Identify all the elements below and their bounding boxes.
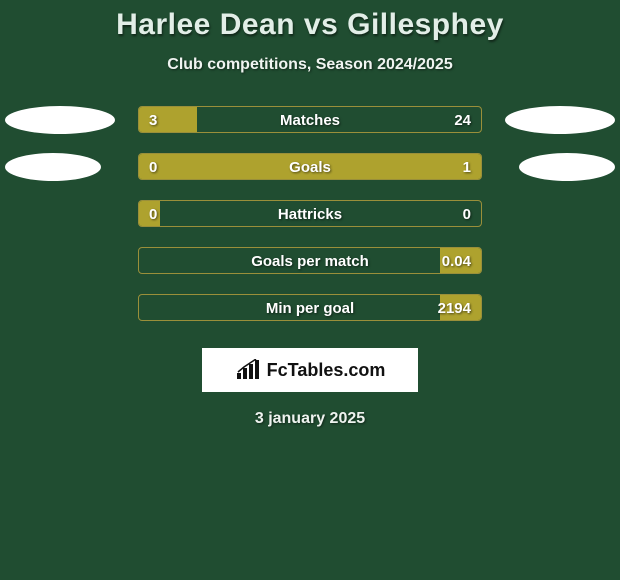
fctables-logo[interactable]: FcTables.com — [202, 348, 418, 392]
stat-left-value: 0 — [149, 154, 157, 180]
stat-right-value: 1 — [463, 154, 471, 180]
player-right-ellipse — [505, 106, 615, 134]
stat-label: Min per goal — [139, 295, 481, 321]
stat-bar: Matches3 24 — [138, 106, 482, 133]
date-label: 3 january 2025 — [255, 410, 365, 428]
stat-right-value: 0.04 — [442, 248, 471, 274]
stat-label: Goals — [139, 154, 481, 180]
stat-left-value: 0 — [149, 201, 157, 227]
player-left-ellipse — [5, 106, 115, 134]
comparison-row: Goals0 1 — [0, 153, 620, 181]
stat-right-value: 0 — [463, 201, 471, 227]
player-left-ellipse — [5, 153, 101, 181]
comparison-row: Goals per match0.04 — [0, 247, 620, 275]
stat-right-value: 24 — [454, 107, 471, 133]
stat-bar: Goals per match0.04 — [138, 247, 482, 274]
page-title: Harlee Dean vs Gillesphey — [116, 8, 504, 42]
stat-left-value: 3 — [149, 107, 157, 133]
stat-label: Hattricks — [139, 201, 481, 227]
comparison-rows: Matches324Goals01Hattricks00Goals per ma… — [0, 106, 620, 322]
comparison-row: Min per goal2194 — [0, 294, 620, 322]
stat-label: Matches — [139, 107, 481, 133]
stat-label: Goals per match — [139, 248, 481, 274]
stat-bar: Min per goal2194 — [138, 294, 482, 321]
subtitle: Club competitions, Season 2024/2025 — [167, 56, 452, 74]
logo-text: FcTables.com — [267, 360, 386, 381]
stat-right-value: 2194 — [438, 295, 471, 321]
bars-logo-icon — [235, 359, 261, 381]
stat-bar: Hattricks0 0 — [138, 200, 482, 227]
stat-bar: Goals0 1 — [138, 153, 482, 180]
comparison-row: Hattricks0 0 — [0, 200, 620, 228]
comparison-row: Matches3 24 — [0, 106, 620, 134]
player-right-ellipse — [519, 153, 615, 181]
